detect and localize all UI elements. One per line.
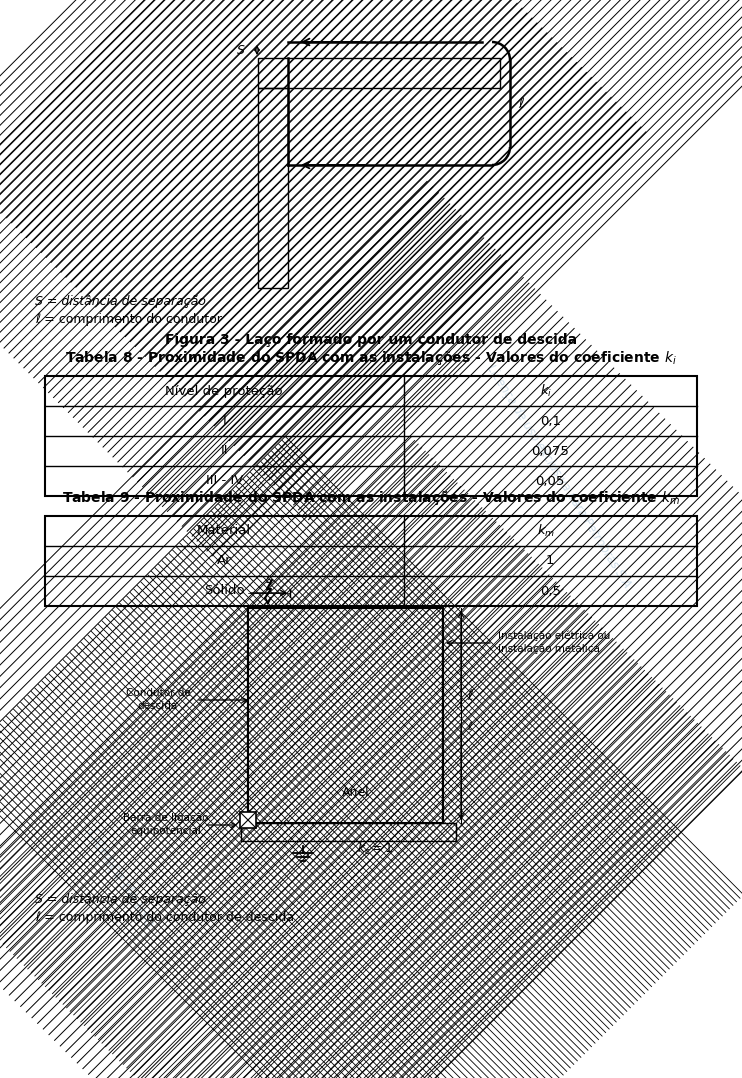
Text: Tabela 9 - Proximidade do SPDA com as instalações - Valores do coeficiente $k_m$: Tabela 9 - Proximidade do SPDA com as in… [62, 489, 680, 507]
Text: descida: descida [138, 701, 178, 711]
Bar [258, 58, 500, 88]
Bar [258, 88, 288, 288]
Text: III - IV: III - IV [206, 474, 243, 487]
Text: s: s [266, 573, 272, 586]
Text: 0,05: 0,05 [536, 474, 565, 487]
Bar [45, 376, 697, 496]
Text: Sólido: Sólido [204, 584, 245, 597]
Text: $\ell$: $\ell$ [518, 96, 525, 111]
Bar [241, 823, 456, 841]
Bar [45, 516, 697, 606]
Text: Instalação elétrica ou: Instalação elétrica ou [498, 631, 611, 641]
Text: Figura 3 - Laço formado por um condutor de descida: Figura 3 - Laço formado por um condutor … [165, 333, 577, 347]
Bar [258, 88, 288, 288]
Text: equipotencial: equipotencial [131, 826, 201, 837]
Text: $\ell$: $\ell$ [467, 719, 473, 732]
Text: II: II [220, 444, 228, 457]
Bar [258, 58, 500, 88]
Bar [241, 823, 456, 841]
Text: ℓ = comprimento do condutor de descida: ℓ = comprimento do condutor de descida [35, 912, 294, 925]
Text: 0,1: 0,1 [539, 415, 561, 428]
Text: $k_c = 1$: $k_c = 1$ [357, 841, 394, 857]
Text: ℓ = comprimento do condutor: ℓ = comprimento do condutor [35, 314, 222, 327]
Text: 0,075: 0,075 [531, 444, 569, 457]
Text: Licença de uso: Licença de uso [84, 826, 157, 930]
Text: I: I [223, 415, 226, 428]
Text: Tabela 8 - Proximidade do SPDA com as instalações - Valores do coeficiente $k_i$: Tabela 8 - Proximidade do SPDA com as in… [65, 349, 677, 367]
Text: $\ell$: $\ell$ [467, 688, 474, 703]
Text: Nível de proteção: Nível de proteção [165, 385, 283, 398]
Text: Anel: Anel [341, 787, 370, 800]
Text: $k_i$: $k_i$ [540, 383, 552, 399]
Text: Barra de ligação: Barra de ligação [123, 813, 209, 823]
Text: S = distância de separação: S = distância de separação [35, 894, 206, 907]
Text: 1: 1 [546, 554, 554, 567]
Bar [241, 823, 456, 841]
Text: Material: Material [197, 525, 252, 538]
Bar [240, 812, 256, 828]
Bar [248, 608, 443, 823]
Text: 0,5: 0,5 [539, 584, 561, 597]
Text: S: S [237, 43, 245, 56]
Text: Ar: Ar [217, 554, 232, 567]
Text: S = distância de separação: S = distância de separação [35, 295, 206, 308]
Text: Condutor de: Condutor de [125, 688, 191, 697]
Text: Licença de uso exclusiva para Petrobrás S.A.: Licença de uso exclusiva para Petrobrás … [485, 362, 636, 594]
Text: instalação metálica: instalação metálica [498, 644, 600, 654]
Bar [248, 608, 443, 823]
Text: $k_m$: $k_m$ [537, 523, 555, 539]
